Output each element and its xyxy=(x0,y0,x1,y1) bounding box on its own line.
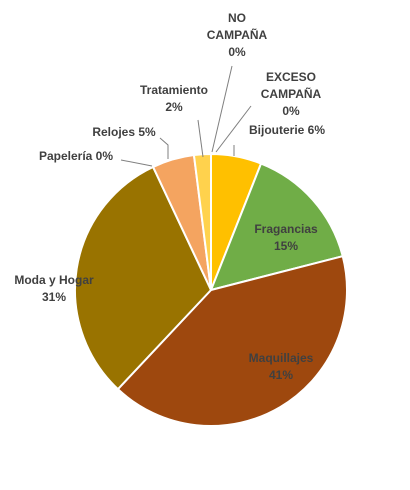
slice-moda-y-hogar xyxy=(74,165,213,391)
slice-maquillajes xyxy=(116,254,348,427)
leader-relojes xyxy=(159,137,169,159)
label-exceso-campana: EXCESO CAMPAÑA 0% xyxy=(261,70,322,118)
leader-lines xyxy=(120,65,252,167)
label-bijouterie: Bijouterie 6% xyxy=(249,123,325,137)
leader-papeleria xyxy=(120,159,153,167)
label-papeleria: Papelería 0% xyxy=(39,149,113,163)
label-maquillajes: Maquillajes 41% xyxy=(249,351,314,382)
slice-fragancias xyxy=(209,162,344,292)
data-labels: Bijouterie 6% Fragancias 15% Maquillajes 41%… xyxy=(14,11,325,382)
label-fragancias: Fragancias 15% xyxy=(254,222,318,253)
leader-tratamiento xyxy=(197,119,204,158)
pie-slices xyxy=(74,152,348,427)
label-relojes: Relojes 5% xyxy=(92,125,156,139)
label-tratamiento: Tratamiento 2% xyxy=(140,83,208,114)
leader-exceso-campana xyxy=(215,105,252,153)
label-moda-y-hogar: Moda y Hogar 31% xyxy=(14,273,94,304)
leader-no-campana xyxy=(211,65,233,153)
label-no-campana: NO CAMPAÑA 0% xyxy=(207,11,268,59)
